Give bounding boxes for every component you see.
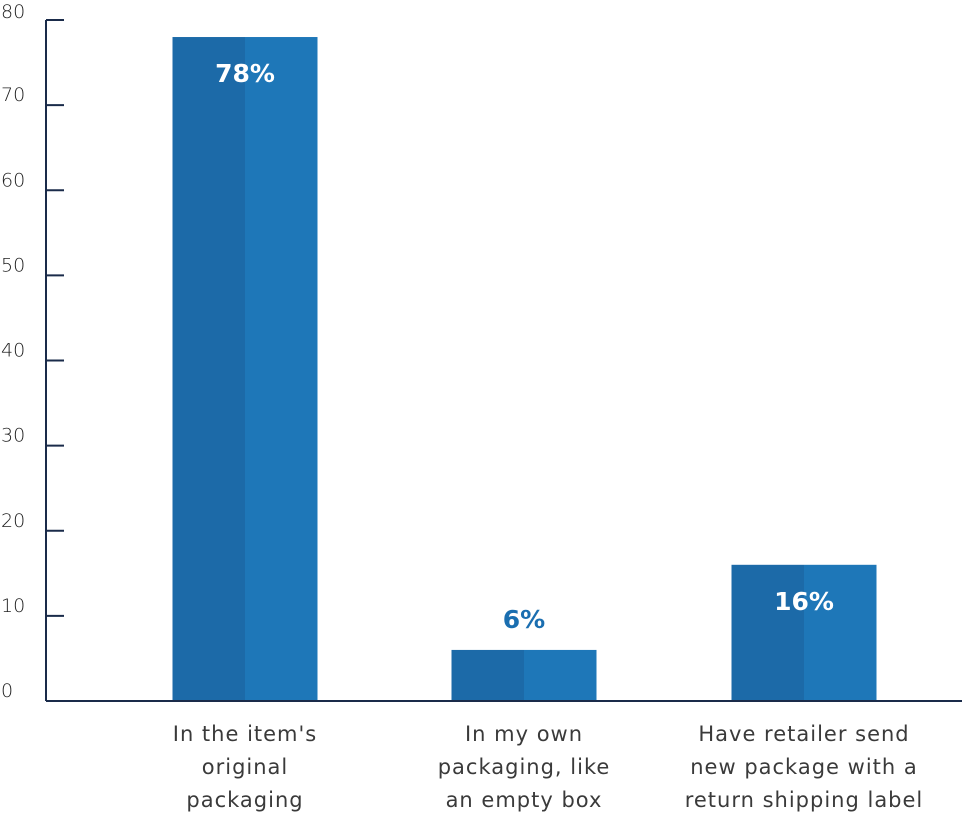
x-tick-label-1: In the item's original packaging bbox=[173, 722, 317, 812]
y-tick-label-30: 30 bbox=[1, 425, 25, 447]
x-tick-label-3-line-3: return shipping label bbox=[685, 788, 924, 812]
x-tick-label-1-line-2: original bbox=[202, 755, 289, 779]
x-tick-label-2: In my own packaging, like an empty box bbox=[438, 722, 611, 812]
data-label-1: 78% bbox=[215, 59, 275, 88]
bar-3 bbox=[731, 564, 877, 701]
y-tick-label-50: 50 bbox=[1, 254, 25, 276]
x-tick-label-3: Have retailer send new package with a retu… bbox=[685, 722, 924, 812]
y-axis-ticks: 0 10 20 30 40 50 60 70 80 bbox=[1, 1, 64, 702]
y-tick-label-20: 20 bbox=[1, 510, 25, 532]
bar-3-left-half bbox=[731, 564, 804, 701]
x-tick-label-3-line-2: new package with a bbox=[690, 755, 918, 779]
bar-1-right-half bbox=[245, 37, 318, 701]
x-tick-label-1-line-1: In the item's bbox=[173, 722, 317, 746]
data-label-2: 6% bbox=[503, 605, 545, 634]
x-tick-label-3-line-1: Have retailer send bbox=[698, 722, 909, 746]
y-tick-label-10: 10 bbox=[1, 595, 25, 617]
y-tick-label-70: 70 bbox=[1, 84, 25, 106]
y-tick-label-80: 80 bbox=[1, 1, 25, 23]
bar-3-right-half bbox=[804, 564, 877, 701]
y-tick-label-40: 40 bbox=[1, 340, 25, 362]
bar-1 bbox=[172, 37, 318, 701]
x-tick-label-2-line-2: packaging, like bbox=[438, 755, 611, 779]
y-tick-label-0: 0 bbox=[1, 680, 13, 702]
x-tick-label-1-line-3: packaging bbox=[186, 788, 303, 812]
y-tick-label-60: 60 bbox=[1, 169, 25, 191]
bar-1-left-half bbox=[172, 37, 245, 701]
x-axis-ticks: In the item's original packaging In my own p… bbox=[173, 722, 924, 812]
bar-2-right-half bbox=[524, 649, 597, 701]
bar-2 bbox=[451, 649, 597, 701]
bar-2-left-half bbox=[451, 649, 524, 701]
bars-layer bbox=[172, 37, 877, 701]
x-tick-label-2-line-1: In my own bbox=[465, 722, 583, 746]
data-labels-layer: 78% 6% 16% bbox=[215, 59, 834, 634]
data-label-3: 16% bbox=[774, 587, 834, 616]
x-tick-label-2-line-3: an empty box bbox=[446, 788, 603, 812]
